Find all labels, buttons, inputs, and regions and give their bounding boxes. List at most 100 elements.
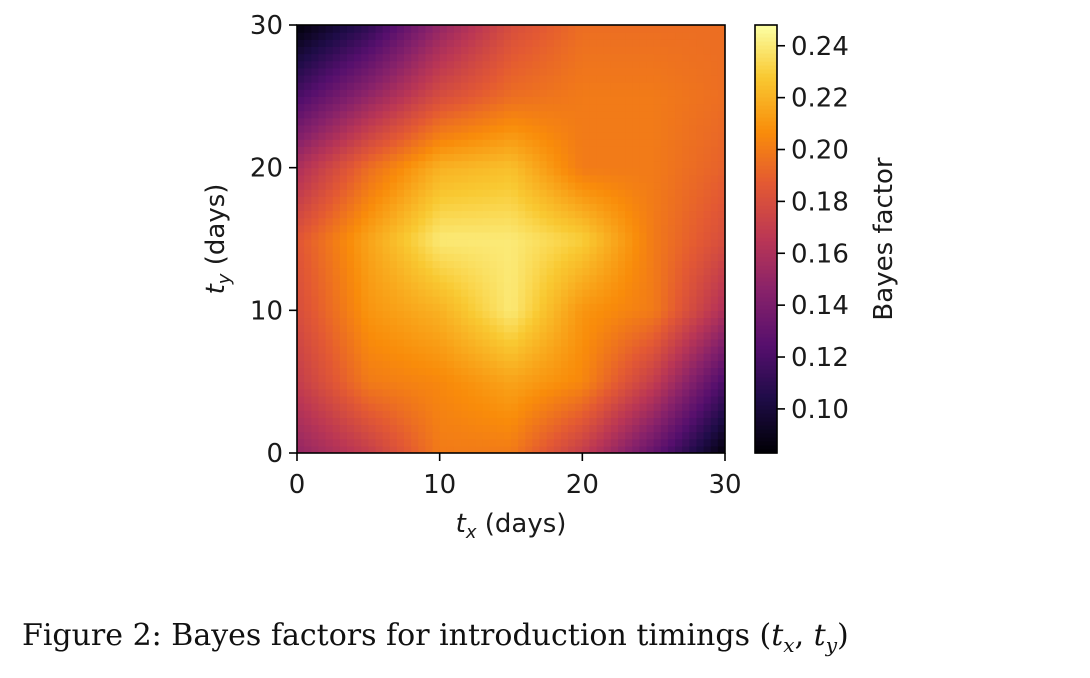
heatmap-cell	[682, 403, 690, 411]
heatmap-cell	[560, 445, 569, 453]
heatmap-cell	[717, 124, 725, 133]
heatmap-cell	[453, 153, 462, 162]
heatmap-cell	[639, 189, 648, 197]
heatmap-cell	[475, 317, 484, 326]
heatmap-cell	[696, 117, 705, 126]
heatmap-cell	[396, 60, 405, 69]
heatmap-cell	[339, 146, 348, 154]
heatmap-cell	[532, 360, 541, 368]
heatmap-cell	[382, 132, 391, 140]
heatmap-cell	[496, 210, 505, 219]
heatmap-cell	[496, 445, 505, 453]
heatmap-cell	[453, 174, 462, 183]
heatmap-cell	[496, 39, 505, 47]
heatmap-cell	[625, 274, 633, 283]
heatmap-cell	[610, 103, 619, 112]
heatmap-cell	[703, 296, 712, 304]
heatmap-cell	[311, 395, 319, 404]
heatmap-cell	[503, 74, 512, 83]
heatmap-cell	[339, 367, 348, 376]
heatmap-cell	[511, 360, 519, 368]
heatmap-cell	[304, 117, 312, 126]
heatmap-cell	[354, 310, 362, 319]
heatmap-cell	[375, 331, 384, 340]
heatmap-cell	[475, 374, 484, 383]
heatmap-cell	[717, 25, 725, 33]
heatmap-cell	[589, 388, 598, 397]
heatmap-cell	[596, 260, 605, 269]
heatmap-cell	[603, 388, 612, 397]
heatmap-cell	[496, 239, 505, 247]
heatmap-cell	[461, 338, 469, 347]
heatmap-cell	[660, 74, 669, 83]
heatmap-cell	[354, 317, 362, 326]
heatmap-cell	[432, 317, 441, 326]
heatmap-cell	[717, 260, 725, 269]
colorbar-segment	[755, 237, 777, 242]
heatmap-cell	[575, 410, 583, 418]
heatmap-cell	[439, 346, 448, 354]
heatmap-cell	[418, 53, 426, 62]
heatmap-cell	[675, 403, 683, 411]
heatmap-cell	[653, 139, 662, 147]
heatmap-cell	[404, 39, 412, 47]
colorbar-segment	[755, 245, 777, 250]
heatmap-cell	[646, 317, 655, 326]
heatmap-cell	[503, 424, 512, 433]
heatmap-cell	[710, 445, 719, 453]
heatmap-cell	[482, 346, 491, 354]
heatmap-cell	[710, 160, 719, 169]
heatmap-cell	[346, 445, 355, 453]
heatmap-cell	[618, 246, 626, 254]
heatmap-cell	[432, 331, 441, 340]
heatmap-cell	[418, 82, 426, 90]
heatmap-cell	[446, 395, 455, 404]
heatmap-cell	[368, 274, 377, 283]
heatmap-cell	[382, 331, 391, 340]
heatmap-cell	[575, 296, 583, 304]
heatmap-cell	[682, 317, 690, 326]
colorbar-tick-label: 0.18	[791, 187, 849, 217]
heatmap-cell	[632, 110, 640, 119]
heatmap-cell	[354, 346, 362, 354]
heatmap-cell	[568, 89, 576, 97]
heatmap-cell	[689, 324, 698, 333]
heatmap-cell	[418, 338, 426, 347]
heatmap-cell	[625, 139, 633, 147]
heatmap-cell	[325, 317, 334, 326]
heatmap-cell	[404, 445, 412, 453]
heatmap-cell	[589, 53, 598, 62]
heatmap-cell	[511, 139, 519, 147]
heatmap-cell	[354, 260, 362, 269]
heatmap-cell	[653, 124, 662, 133]
colorbar-segment	[755, 149, 777, 154]
heatmap-cell	[453, 103, 462, 112]
heatmap-cell	[361, 203, 369, 212]
heatmap-cell	[446, 74, 455, 83]
heatmap-cell	[375, 281, 384, 290]
heatmap-cell	[361, 296, 369, 304]
heatmap-cell	[696, 74, 705, 83]
heatmap-cell	[596, 438, 605, 447]
heatmap-cell	[560, 338, 569, 347]
heatmap-cell	[346, 246, 355, 254]
heatmap-cell	[682, 246, 690, 254]
heatmap-cell	[568, 267, 576, 276]
heatmap-cell	[389, 82, 398, 90]
heatmap-cell	[546, 410, 555, 418]
heatmap-cell	[568, 67, 576, 76]
heatmap-cell	[346, 139, 355, 147]
heatmap-cell	[511, 410, 519, 418]
heatmap-cell	[439, 146, 448, 154]
heatmap-cell	[297, 395, 305, 404]
heatmap-cell	[339, 388, 348, 397]
heatmap-cell	[361, 403, 369, 411]
heatmap-cell	[667, 203, 676, 212]
heatmap-cell	[675, 231, 683, 240]
heatmap-cell	[297, 217, 305, 226]
heatmap-cell	[717, 82, 725, 90]
heatmap-cell	[354, 117, 362, 126]
heatmap-cell	[361, 146, 369, 154]
heatmap-cell	[446, 381, 455, 390]
heatmap-cell	[389, 25, 398, 33]
